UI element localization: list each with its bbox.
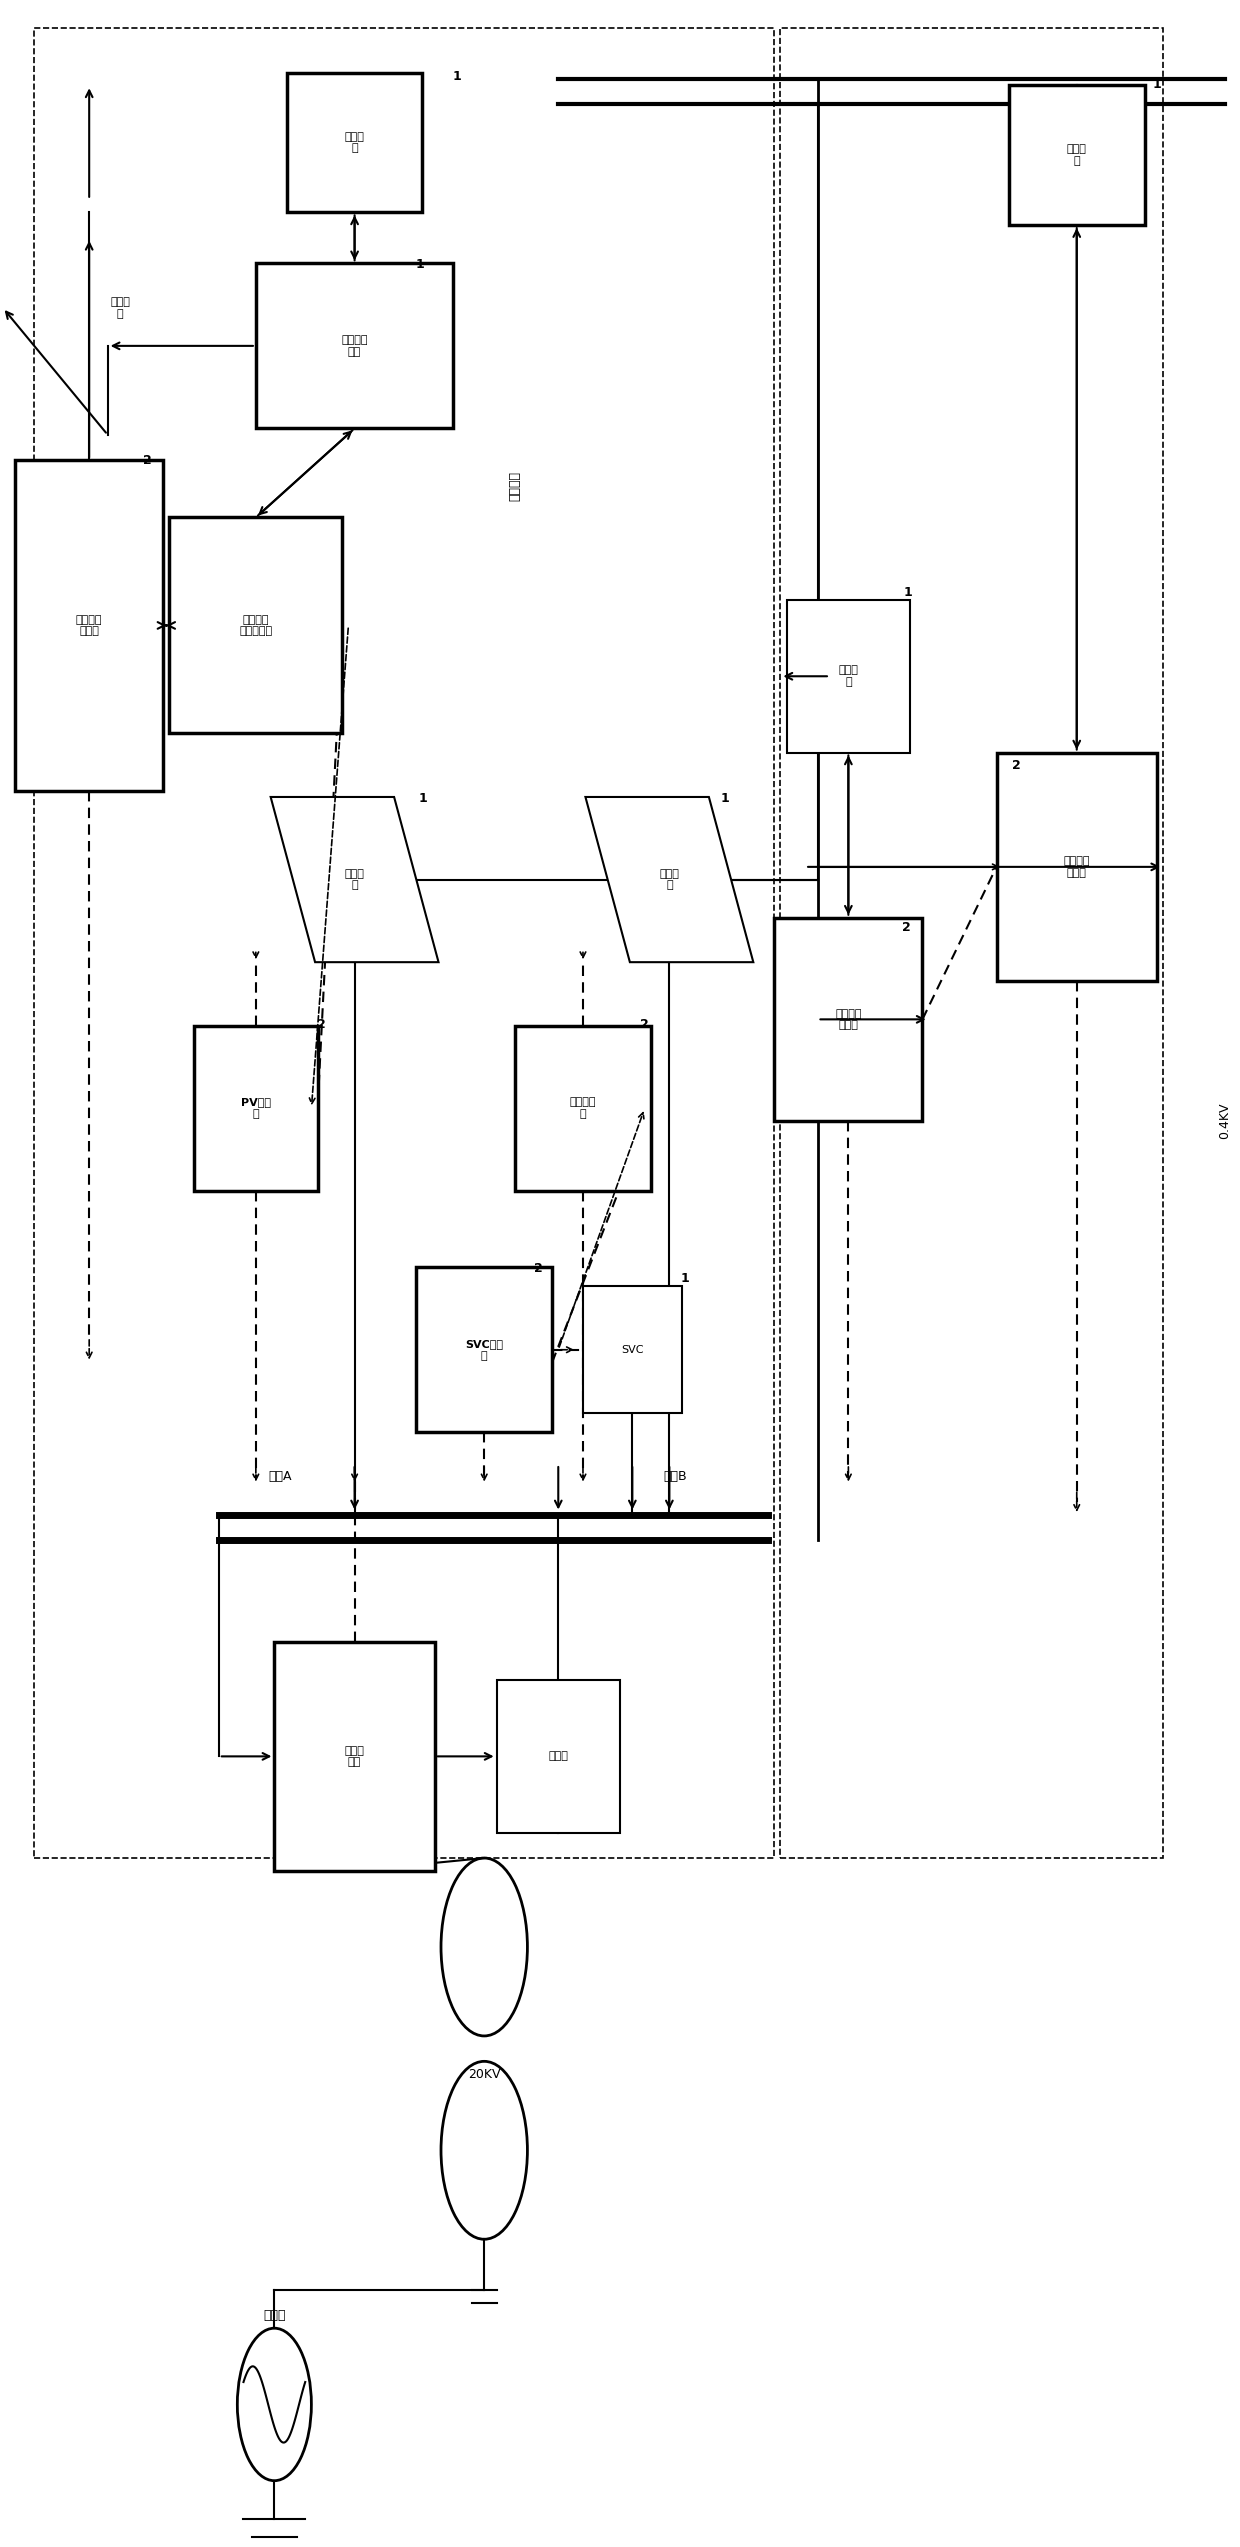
Bar bbox=[786, 601, 910, 751]
Text: 1: 1 bbox=[1153, 76, 1162, 92]
Text: 馈线A: 馈线A bbox=[269, 1470, 293, 1482]
Text: 20KV: 20KV bbox=[467, 2068, 501, 2081]
Text: PV智能
体: PV智能 体 bbox=[241, 1098, 270, 1118]
Text: 中央智
能体: 中央智 能体 bbox=[345, 1745, 365, 1768]
Bar bbox=[15, 461, 164, 790]
Text: 1: 1 bbox=[418, 792, 427, 805]
Text: 0.4KV: 0.4KV bbox=[1219, 1103, 1231, 1139]
Text: 2: 2 bbox=[317, 1019, 326, 1032]
Bar bbox=[774, 917, 923, 1121]
Text: 热泵余热
回收: 热泵余热 回收 bbox=[341, 336, 368, 357]
Text: 1: 1 bbox=[681, 1271, 689, 1286]
Text: 储热装置
智能体: 储热装置 智能体 bbox=[76, 614, 103, 637]
Text: 1: 1 bbox=[453, 69, 461, 84]
Text: 2: 2 bbox=[640, 1019, 649, 1032]
Text: 1: 1 bbox=[903, 586, 911, 599]
Bar bbox=[780, 28, 1163, 1857]
Bar bbox=[515, 1026, 651, 1192]
Bar bbox=[33, 28, 774, 1857]
Bar bbox=[417, 1268, 552, 1431]
Text: 2: 2 bbox=[1012, 759, 1021, 772]
Text: 2: 2 bbox=[901, 922, 910, 935]
Bar bbox=[255, 262, 454, 428]
Bar bbox=[274, 1643, 435, 1869]
Bar bbox=[1009, 87, 1145, 224]
Text: 1: 1 bbox=[415, 257, 424, 270]
Text: SVC: SVC bbox=[621, 1345, 644, 1355]
Text: 本地负
荷: 本地负 荷 bbox=[838, 665, 858, 688]
Text: 2: 2 bbox=[534, 1261, 543, 1276]
Text: 1: 1 bbox=[720, 792, 729, 805]
Bar bbox=[286, 74, 423, 211]
Text: 风力发
电: 风力发 电 bbox=[660, 869, 680, 891]
Text: 储能装
置: 储能装 置 bbox=[1066, 145, 1086, 166]
Bar bbox=[195, 1026, 317, 1192]
Bar bbox=[496, 1681, 620, 1834]
Text: SVC智能
体: SVC智能 体 bbox=[465, 1340, 503, 1360]
Text: 吸收电能: 吸收电能 bbox=[508, 471, 522, 502]
Text: 2: 2 bbox=[143, 453, 151, 466]
Text: 储热装
置: 储热装 置 bbox=[345, 132, 365, 153]
Text: 储能装置
智能体: 储能装置 智能体 bbox=[1064, 856, 1090, 879]
Text: 本地负荷
智能体: 本地负荷 智能体 bbox=[835, 1009, 862, 1029]
Bar bbox=[583, 1286, 682, 1414]
Text: 大电网: 大电网 bbox=[263, 2310, 285, 2323]
Text: 风机智能
体: 风机智能 体 bbox=[569, 1098, 596, 1118]
Text: 光伏发
电: 光伏发 电 bbox=[345, 869, 365, 891]
Text: 热气负
荷: 热气负 荷 bbox=[110, 298, 130, 318]
Bar bbox=[997, 751, 1157, 981]
Polygon shape bbox=[585, 797, 754, 963]
Polygon shape bbox=[270, 797, 439, 963]
Text: 合气调热
充实智能体: 合气调热 充实智能体 bbox=[239, 614, 273, 637]
Text: 断路器: 断路器 bbox=[548, 1752, 568, 1763]
Bar bbox=[170, 517, 342, 734]
Text: 馈线B: 馈线B bbox=[663, 1470, 687, 1482]
